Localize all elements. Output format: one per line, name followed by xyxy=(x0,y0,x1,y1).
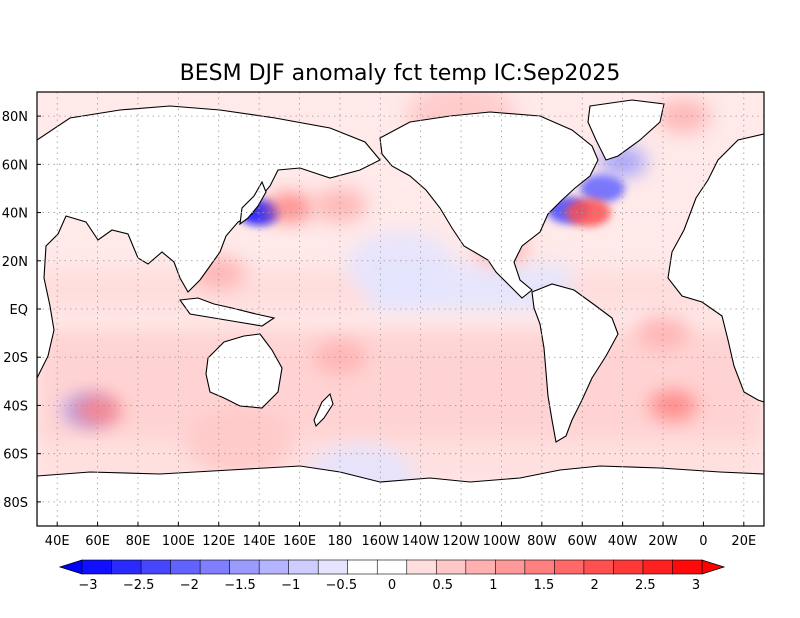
colorbar-label-6: 0 xyxy=(388,578,396,593)
colorbar-label-7: 0.5 xyxy=(432,578,453,593)
anomaly-region-warm-11 xyxy=(636,316,690,350)
colorbar-label-11: 2.5 xyxy=(635,578,656,593)
lon-label-0: 40E xyxy=(45,534,70,549)
lon-label-9: 140W xyxy=(402,534,440,549)
lat-label-1: 60N xyxy=(2,158,28,173)
lon-label-2: 80E xyxy=(126,534,151,549)
land-south-america xyxy=(531,283,619,443)
colorbar-swatch-8 xyxy=(317,559,349,575)
colorbar-swatch-10 xyxy=(376,559,408,575)
anomaly-region-cold-4 xyxy=(580,174,625,203)
anomaly-region-warm-8 xyxy=(73,395,122,426)
colorbar-swatch-15 xyxy=(524,559,555,575)
land-maritime-asia xyxy=(179,297,276,327)
land-new-zealand xyxy=(313,392,334,428)
lon-label-3: 100E xyxy=(162,534,195,549)
map-plot-area xyxy=(37,92,764,526)
colorbar-swatch-20 xyxy=(672,559,703,575)
colorbar-swatch-17 xyxy=(583,559,615,575)
colorbar-swatch-18 xyxy=(613,559,644,575)
latitude-axis-labels: 80N 60N 40N 20N EQ 20S 40S 60S 80S xyxy=(2,110,41,511)
land-masses xyxy=(37,99,764,526)
anomaly-region-warm-1 xyxy=(265,192,314,223)
longitude-axis-labels: 40E 60E 80E 100E 120E 140E 160E 180 160W 140W 120W… xyxy=(45,522,756,549)
land-greenland xyxy=(587,99,665,161)
colorbar-label-9: 1.5 xyxy=(534,578,555,593)
colorbar-swatch-6 xyxy=(258,559,290,575)
colorbar-swatch-12 xyxy=(435,559,467,575)
map-title: BESM DJF anomaly fct temp IC:Sep2025 xyxy=(180,61,621,86)
lon-label-13: 60W xyxy=(568,534,598,549)
lat-label-8: 80S xyxy=(3,496,28,511)
colorbar-label-5: −0.5 xyxy=(326,578,358,593)
lon-label-11: 100W xyxy=(483,534,521,549)
colorbar-label-12: 3 xyxy=(692,578,700,593)
colorbar-swatch-3 xyxy=(170,559,201,575)
anomaly-region-warm-9 xyxy=(649,390,698,421)
colorbar xyxy=(58,559,726,575)
colorbar-swatch-4 xyxy=(199,559,231,575)
lon-label-17: 20E xyxy=(731,534,756,549)
lon-label-14: 40W xyxy=(608,534,638,549)
lon-label-4: 120E xyxy=(202,534,235,549)
colorbar-label-8: 1 xyxy=(489,578,497,593)
colorbar-swatch-7 xyxy=(288,559,319,575)
colorbar-swatch-19 xyxy=(642,559,674,575)
colorbar-swatch-9 xyxy=(347,559,378,575)
lon-label-15: 20W xyxy=(648,534,678,549)
colorbar-swatch-1 xyxy=(111,559,142,575)
colorbar-label-4: −1 xyxy=(281,578,300,593)
anomaly-region-warm-15 xyxy=(184,407,294,476)
colorbar-label-2: −2 xyxy=(180,578,199,593)
colorbar-label-10: 2 xyxy=(591,578,599,593)
lon-label-8: 160W xyxy=(361,534,399,549)
map-gridlines xyxy=(37,92,764,526)
lon-label-7: 180 xyxy=(328,534,353,549)
lon-label-16: 0 xyxy=(699,534,707,549)
colorbar-swatch-5 xyxy=(229,559,260,575)
land-europe-africa-east xyxy=(667,133,764,403)
land-north-america xyxy=(379,111,599,299)
lat-label-3: 20N xyxy=(2,255,28,270)
lat-label-5: 20S xyxy=(3,351,28,366)
lat-label-0: 80N xyxy=(2,110,28,125)
colorbar-over-arrow xyxy=(701,559,726,575)
colorbar-swatch-11 xyxy=(406,559,437,575)
colorbar-swatch-14 xyxy=(495,559,526,575)
lat-label-6: 40S xyxy=(3,399,28,414)
lon-label-1: 60E xyxy=(85,534,110,549)
anomaly-region-cold-12 xyxy=(346,231,455,300)
colorbar-tick-labels: −3 −2.5 −2 −1.5 −1 −0.5 0 0.5 1 1.5 2 2.5 3 xyxy=(78,578,700,593)
anomaly-region-warm-2 xyxy=(313,188,367,222)
colorbar-swatch-16 xyxy=(554,559,585,575)
lon-label-6: 160E xyxy=(283,534,316,549)
colorbar-swatch-13 xyxy=(465,559,496,575)
lon-label-5: 140E xyxy=(243,534,276,549)
land-eurasia-africa xyxy=(37,105,381,379)
colorbar-label-1: −2.5 xyxy=(123,578,155,593)
lat-label-4: EQ xyxy=(10,303,28,318)
colorbar-under-arrow xyxy=(58,559,83,575)
lat-label-7: 60S xyxy=(3,448,28,463)
lon-label-12: 80W xyxy=(527,534,557,549)
anomaly-region-warm-17 xyxy=(656,99,710,133)
lat-label-2: 40N xyxy=(2,207,28,222)
lon-label-10: 120W xyxy=(442,534,480,549)
colorbar-swatch-0 xyxy=(81,559,113,575)
colorbar-label-3: −1.5 xyxy=(224,578,256,593)
colorbar-label-0: −3 xyxy=(78,578,97,593)
colorbar-swatch-2 xyxy=(140,559,172,575)
land-australia xyxy=(205,333,283,409)
